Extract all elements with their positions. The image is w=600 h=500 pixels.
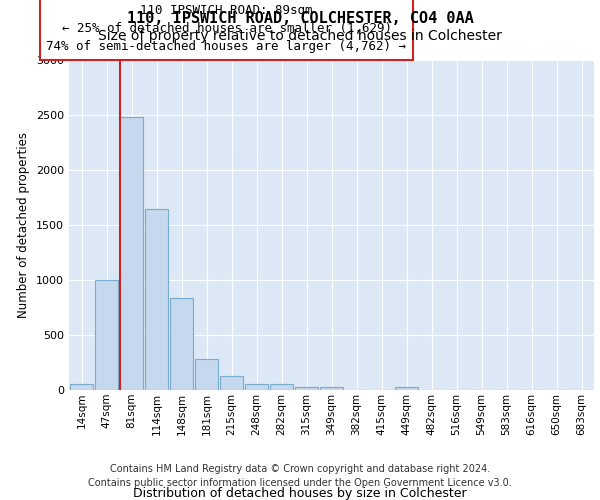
Text: Contains HM Land Registry data © Crown copyright and database right 2024.
Contai: Contains HM Land Registry data © Crown c… bbox=[88, 464, 512, 487]
Bar bbox=[269, 384, 293, 390]
Y-axis label: Number of detached properties: Number of detached properties bbox=[17, 132, 31, 318]
Bar bbox=[70, 384, 94, 390]
Bar bbox=[395, 386, 418, 390]
Bar bbox=[145, 208, 169, 390]
Bar bbox=[295, 386, 319, 390]
Bar bbox=[220, 376, 244, 390]
Bar bbox=[170, 298, 193, 390]
Bar bbox=[194, 359, 218, 390]
Text: Size of property relative to detached houses in Colchester: Size of property relative to detached ho… bbox=[98, 29, 502, 43]
Bar bbox=[245, 384, 268, 390]
Text: 110, IPSWICH ROAD, COLCHESTER, CO4 0AA: 110, IPSWICH ROAD, COLCHESTER, CO4 0AA bbox=[127, 11, 473, 26]
Bar bbox=[95, 280, 118, 390]
Bar bbox=[320, 386, 343, 390]
Text: 110 IPSWICH ROAD: 89sqm
← 25% of detached houses are smaller (1,629)
74% of semi: 110 IPSWICH ROAD: 89sqm ← 25% of detache… bbox=[47, 4, 407, 54]
Bar bbox=[119, 117, 143, 390]
Text: Distribution of detached houses by size in Colchester: Distribution of detached houses by size … bbox=[133, 486, 467, 500]
